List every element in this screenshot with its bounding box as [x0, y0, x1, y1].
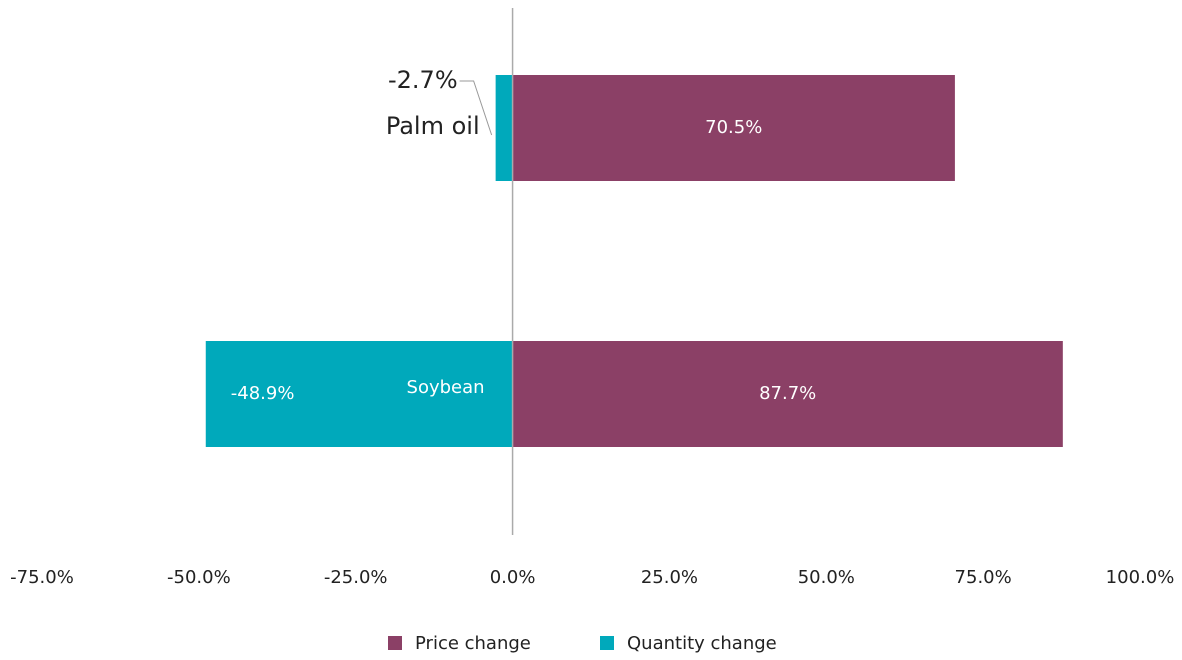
- legend-swatch: [600, 636, 614, 650]
- legend-label: Price change: [415, 633, 531, 654]
- x-tick-label: 50.0%: [798, 567, 855, 588]
- bar: [512, 341, 1063, 447]
- data-label: -48.9%: [231, 383, 295, 404]
- x-tick-label: -75.0%: [10, 567, 74, 588]
- category-label: Soybean: [407, 377, 485, 398]
- x-tick-label: -50.0%: [167, 567, 231, 588]
- data-label: -2.7%: [388, 66, 458, 94]
- x-tick-label: 100.0%: [1106, 567, 1175, 588]
- x-tick-label: 75.0%: [955, 567, 1012, 588]
- x-tick-label: 25.0%: [641, 567, 698, 588]
- bar: [495, 75, 513, 181]
- bar: [205, 341, 513, 447]
- leader-line: [459, 80, 493, 136]
- legend-swatch: [388, 636, 402, 650]
- x-tick-label: -25.0%: [324, 567, 388, 588]
- data-label: 70.5%: [705, 117, 762, 138]
- data-label: 87.7%: [759, 383, 816, 404]
- legend-label: Quantity change: [627, 633, 777, 654]
- category-label: Palm oil: [386, 112, 480, 140]
- bar: [512, 75, 955, 181]
- x-tick-label: 0.0%: [490, 567, 536, 588]
